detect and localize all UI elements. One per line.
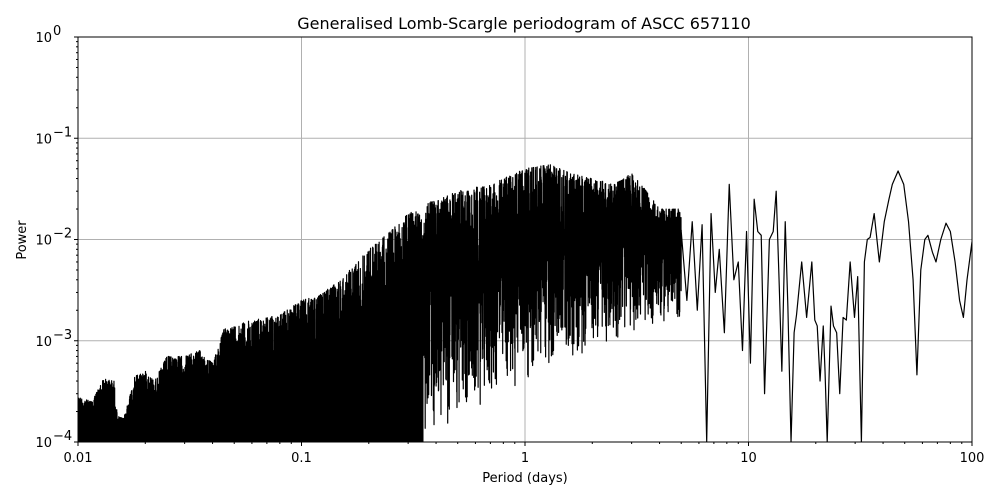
periodogram-line	[78, 164, 972, 442]
x-tick-label: 0.01	[64, 451, 93, 466]
x-tick-label: 100	[960, 451, 985, 466]
y-tick-exponent: 0	[53, 24, 61, 39]
chart-title: Generalised Lomb-Scargle periodogram of …	[297, 14, 751, 33]
y-tick-label: 10	[35, 132, 52, 147]
x-tick-label: 10	[740, 451, 757, 466]
y-tick-exponent: −3	[53, 328, 72, 343]
y-tick-exponent: −1	[53, 125, 72, 140]
y-tick-label: 10	[35, 31, 52, 46]
y-tick-exponent: −2	[53, 227, 72, 242]
y-axis-label: Power	[15, 220, 30, 260]
y-tick-label: 10	[35, 234, 52, 249]
y-tick-label: 10	[35, 335, 52, 350]
y-tick-label: 10	[35, 436, 52, 451]
x-tick-label: 0.1	[291, 451, 312, 466]
x-axis-ticks: 0.01 0.1 1 10 100	[64, 442, 985, 466]
y-tick-exponent: −4	[53, 429, 72, 444]
x-axis-label: Period (days)	[482, 471, 568, 486]
x-tick-label: 1	[521, 451, 529, 466]
